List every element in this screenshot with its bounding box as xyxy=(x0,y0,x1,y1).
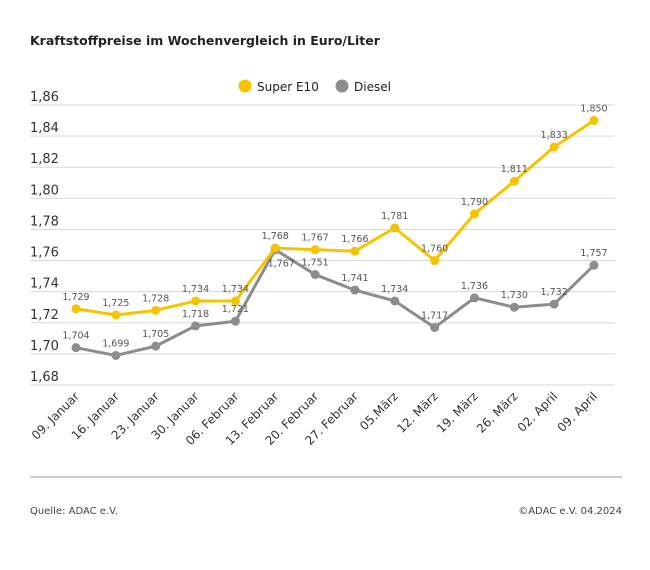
y-tick-label: 1,68 xyxy=(30,370,59,385)
data-label: 1,730 xyxy=(501,290,528,301)
data-point xyxy=(350,246,360,256)
y-tick-label: 1,86 xyxy=(30,90,59,105)
data-point xyxy=(509,302,519,312)
y-tick-label: 1,72 xyxy=(30,308,59,323)
source-note: Quelle: ADAC e.V. xyxy=(30,506,118,517)
data-label: 1,734 xyxy=(381,284,408,295)
data-label: 1,704 xyxy=(62,331,89,342)
data-point xyxy=(390,223,400,233)
data-label: 1,790 xyxy=(461,197,488,208)
data-label: 1,734 xyxy=(222,284,249,295)
data-label: 1,833 xyxy=(541,130,568,141)
data-label: 1,734 xyxy=(182,284,209,295)
data-point xyxy=(71,304,81,314)
data-label: 1,760 xyxy=(421,244,448,255)
y-tick-label: 1,78 xyxy=(30,214,59,229)
data-point xyxy=(509,176,519,186)
data-point xyxy=(589,116,599,126)
data-point xyxy=(430,256,440,266)
legend-label: Super E10 xyxy=(257,80,319,94)
data-point xyxy=(230,296,240,306)
data-point xyxy=(71,343,81,353)
data-label: 1,721 xyxy=(222,304,249,315)
data-label: 1,741 xyxy=(341,273,368,284)
copyright-note: ©ADAC e.V. 04.2024 xyxy=(518,506,622,517)
data-label: 1,718 xyxy=(182,309,209,320)
data-label: 1,729 xyxy=(62,292,89,303)
data-label: 1,717 xyxy=(421,310,448,321)
y-tick-label: 1,74 xyxy=(30,277,59,292)
data-label: 1,781 xyxy=(381,211,408,222)
x-tick-label: 19. März xyxy=(434,389,481,436)
data-point xyxy=(191,296,201,306)
data-label: 1,767 xyxy=(268,259,295,270)
data-label: 1,725 xyxy=(102,298,129,309)
data-label: 1,766 xyxy=(341,234,368,245)
data-label: 1,757 xyxy=(580,248,607,259)
data-point xyxy=(549,142,559,152)
data-point xyxy=(430,322,440,332)
series-line xyxy=(75,248,596,357)
data-label: 1,768 xyxy=(262,231,289,242)
data-point xyxy=(151,305,161,315)
x-tick-label: 12. März xyxy=(394,389,441,436)
data-point xyxy=(310,245,320,255)
x-tick-label: 09. April xyxy=(555,389,600,434)
data-point xyxy=(270,243,280,253)
x-tick-label: 26. März xyxy=(474,389,521,436)
data-point xyxy=(310,270,320,280)
data-label: 1,699 xyxy=(102,338,129,349)
y-tick-label: 1,80 xyxy=(30,183,59,198)
data-point xyxy=(589,260,599,270)
data-point xyxy=(469,293,479,303)
legend-marker xyxy=(335,79,349,93)
data-point xyxy=(469,209,479,219)
y-tick-label: 1,70 xyxy=(30,339,59,354)
data-label: 1,736 xyxy=(461,281,488,292)
y-tick-label: 1,82 xyxy=(30,152,59,167)
chart-title: Kraftstoffpreise im Wochenvergleich in E… xyxy=(30,33,380,48)
data-label: 1,732 xyxy=(541,287,568,298)
data-point xyxy=(350,285,360,295)
legend-label: Diesel xyxy=(354,80,391,94)
data-point xyxy=(191,321,201,331)
data-label: 1,811 xyxy=(501,164,528,175)
data-label: 1,767 xyxy=(301,233,328,244)
data-point xyxy=(230,316,240,326)
y-tick-label: 1,76 xyxy=(30,246,59,261)
y-tick-label: 1,84 xyxy=(30,121,59,136)
data-point xyxy=(111,310,121,320)
x-tick-label: 02. April xyxy=(515,389,560,434)
data-point xyxy=(151,341,161,351)
data-label: 1,850 xyxy=(580,104,607,115)
data-point xyxy=(111,350,121,360)
series-line xyxy=(75,119,595,317)
legend-marker xyxy=(238,79,252,93)
data-label: 1,728 xyxy=(142,293,169,304)
data-point xyxy=(390,296,400,306)
data-label: 1,705 xyxy=(142,329,169,340)
data-point xyxy=(549,299,559,309)
data-label: 1,751 xyxy=(301,258,328,269)
